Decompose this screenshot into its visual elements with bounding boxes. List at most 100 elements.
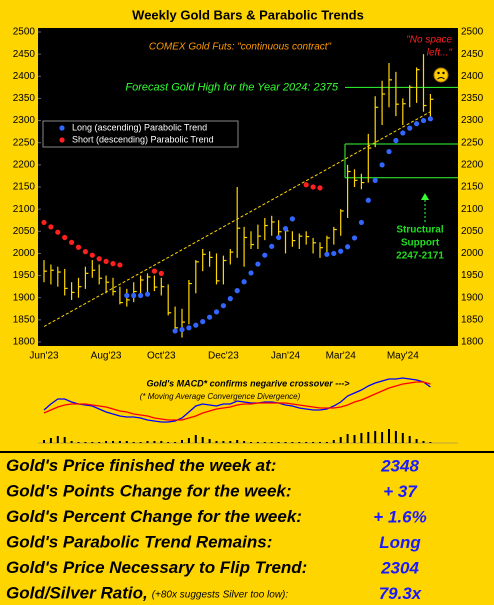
y-tick-label-right: 1950 (461, 270, 484, 281)
parabolic-dot (331, 250, 337, 257)
support-label: Support (401, 238, 440, 249)
parabolic-dot (338, 248, 344, 254)
y-tick-label-right: 2500 (461, 27, 484, 38)
y-tick-label: 2400 (13, 71, 36, 82)
parabolic-dot (372, 177, 378, 183)
parabolic-dot (131, 292, 137, 299)
row-label: Gold's Points Change for the week: (6, 482, 292, 501)
histogram-bar (56, 436, 59, 443)
histogram-bar (222, 441, 225, 443)
macd-line (43, 381, 431, 421)
y-tick-label: 2300 (13, 115, 36, 126)
parabolic-dot (158, 270, 164, 276)
row-label-text: Gold's Price Necessary to Flip Trend: (6, 558, 307, 577)
histogram-bar (229, 441, 232, 443)
histogram-bar (353, 435, 356, 443)
histogram-bar (332, 440, 335, 443)
histogram-bar (250, 442, 252, 443)
histogram-bar (339, 437, 342, 443)
y-tick-label-right: 2100 (461, 204, 484, 215)
parabolic-dot (69, 239, 75, 245)
support-arrow-head (421, 193, 429, 200)
y-tick-label: 1950 (13, 270, 36, 281)
plot-area (38, 28, 458, 346)
row-label-text: Gold's Percent Change for the week: (6, 507, 302, 526)
histogram-bar (256, 442, 259, 443)
histogram-bar (429, 442, 432, 443)
face-icon (433, 67, 449, 83)
parabolic-dot (55, 229, 61, 235)
parabolic-dot (393, 137, 399, 144)
parabolic-dot (276, 234, 282, 241)
parabolic-dot (234, 288, 240, 294)
parabolic-dot (62, 234, 68, 241)
y-tick-label-right: 1850 (461, 314, 484, 325)
histogram-bar (401, 433, 404, 443)
row-value: + 1.6% (373, 507, 426, 526)
parabolic-dot (220, 303, 226, 309)
row-label: Gold's Price Necessary to Flip Trend: (6, 558, 307, 577)
histogram-bar (91, 442, 94, 443)
parabolic-dot (200, 319, 206, 325)
histogram-bar (139, 442, 142, 443)
histogram-bar (381, 432, 384, 443)
parabolic-dot (255, 261, 261, 267)
y-tick-label: 2450 (13, 49, 36, 60)
macd-line (43, 377, 431, 423)
parabolic-dot (289, 216, 295, 222)
histogram-bar (43, 440, 45, 443)
parabolic-dot (110, 261, 116, 267)
parabolic-dot (41, 219, 47, 226)
histogram-bar (125, 441, 128, 443)
support-label: Structural (396, 225, 443, 236)
y-tick-label-right: 2400 (461, 71, 484, 82)
macd-panel (0, 368, 494, 450)
parabolic-dot (310, 184, 316, 190)
parabolic-dot (186, 325, 192, 331)
x-tick-label: Jun'23 (29, 351, 59, 362)
histogram-bar (160, 441, 163, 443)
parabolic-dot (324, 251, 330, 257)
y-tick-label: 2500 (13, 27, 36, 38)
histogram-bar (243, 441, 246, 443)
y-tick-label: 1800 (13, 337, 36, 348)
histogram-bar (236, 440, 239, 443)
parabolic-dot (345, 244, 351, 250)
histogram-bar (167, 442, 170, 443)
legend-label: Long (ascending) Parabolic Trend (72, 122, 207, 132)
chart-subtitle: COMEX Gold Futs: "continuous contract" (149, 42, 332, 53)
row-value: 2304 (380, 558, 419, 577)
y-tick-label: 1900 (13, 292, 36, 303)
y-tick-label-right: 1800 (461, 337, 484, 348)
legend-marker (59, 137, 65, 143)
histogram-bar (422, 441, 425, 443)
note: left..." (427, 48, 453, 59)
histogram-bar (98, 442, 101, 443)
y-tick-label-right: 2200 (461, 159, 484, 170)
histogram-bar (263, 442, 266, 443)
y-tick-label-right: 2450 (461, 49, 484, 60)
y-tick-label-right: 1900 (461, 292, 484, 303)
row-label-text: Gold/Silver Ratio, (6, 584, 148, 603)
row-label-text: Gold's Price finished the week at: (6, 456, 276, 475)
histogram-bar (284, 442, 287, 443)
parabolic-dot (227, 296, 233, 302)
histogram-bar (270, 442, 273, 443)
histogram-bar (325, 442, 328, 443)
row-value: 2348 (380, 456, 419, 475)
parabolic-dot (193, 322, 199, 328)
y-tick-label-right: 2000 (461, 248, 484, 259)
parabolic-dot (207, 314, 213, 320)
parabolic-dot (282, 226, 289, 232)
row-label: Gold's Price finished the week at: (6, 456, 276, 475)
legend-label: Short (descending) Parabolic Trend (72, 134, 214, 144)
x-tick-label: Aug'23 (91, 351, 122, 362)
parabolic-dot (365, 197, 371, 203)
row-label-text: Gold's Points Change for the week: (6, 482, 292, 501)
parabolic-dot (144, 291, 151, 297)
y-tick-label: 2250 (13, 137, 36, 148)
y-tick-label: 2000 (13, 248, 36, 259)
y-tick-label: 2100 (13, 204, 36, 215)
histogram-bar (194, 435, 197, 443)
histogram-bar (112, 441, 114, 443)
